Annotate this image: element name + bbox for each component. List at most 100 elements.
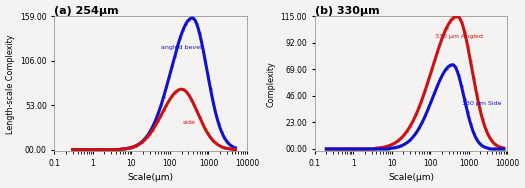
Point <box>77 148 85 151</box>
Point <box>116 148 124 151</box>
Point <box>113 148 121 151</box>
Point <box>179 88 187 91</box>
Point <box>499 147 508 150</box>
Point <box>343 147 352 150</box>
Point <box>415 126 424 129</box>
Point <box>349 147 358 150</box>
Point <box>430 60 439 63</box>
Point <box>82 148 91 151</box>
Point <box>352 147 361 150</box>
Point <box>129 145 138 148</box>
Point <box>322 147 331 150</box>
Point <box>149 128 157 131</box>
Point <box>104 148 113 151</box>
Point <box>485 134 493 137</box>
Point <box>346 147 354 150</box>
Point <box>206 88 215 91</box>
Y-axis label: Length-scale Complexity: Length-scale Complexity <box>6 34 15 133</box>
Point <box>193 109 201 112</box>
Point <box>485 147 493 150</box>
Point <box>99 148 107 151</box>
Point <box>80 148 88 151</box>
Point <box>487 139 496 142</box>
Point <box>165 99 173 102</box>
Point <box>80 148 88 151</box>
Point <box>334 147 342 150</box>
Point <box>171 55 179 58</box>
Point <box>93 148 102 151</box>
Point <box>162 104 171 107</box>
Text: side: side <box>183 121 196 125</box>
Point <box>88 148 96 151</box>
Point <box>135 143 143 146</box>
Point <box>160 109 168 112</box>
Point <box>487 147 496 150</box>
Point <box>412 112 421 115</box>
Point <box>481 127 490 130</box>
Point <box>118 148 127 151</box>
Point <box>466 60 475 63</box>
Point <box>217 145 226 148</box>
Point <box>367 147 375 150</box>
Point <box>496 147 505 150</box>
Point <box>472 138 481 141</box>
Point <box>71 148 80 151</box>
Text: 330 μm Side: 330 μm Side <box>461 101 501 106</box>
Point <box>140 139 149 142</box>
Point <box>472 92 481 95</box>
Point <box>129 145 138 148</box>
Point <box>74 148 82 151</box>
Point <box>406 138 415 141</box>
Point <box>388 146 396 149</box>
Point <box>93 148 102 151</box>
Point <box>107 148 116 151</box>
Point <box>74 148 82 151</box>
Point <box>91 148 99 151</box>
Text: (a) 254μm: (a) 254μm <box>55 6 119 16</box>
Point <box>337 147 345 150</box>
Point <box>99 148 107 151</box>
Point <box>179 29 187 32</box>
Point <box>454 74 463 77</box>
Point <box>204 73 212 76</box>
Point <box>403 129 412 132</box>
Point <box>367 147 375 150</box>
Point <box>231 146 239 149</box>
X-axis label: Scale(μm): Scale(μm) <box>128 174 174 182</box>
Point <box>231 148 239 151</box>
Point <box>215 123 223 126</box>
Text: (b) 330μm: (b) 330μm <box>314 6 380 16</box>
Point <box>85 148 93 151</box>
Point <box>209 101 217 104</box>
Point <box>496 146 505 149</box>
Point <box>138 141 146 144</box>
Point <box>195 116 204 119</box>
Point <box>460 30 469 33</box>
Point <box>457 20 466 24</box>
Point <box>69 148 77 151</box>
Point <box>184 93 193 96</box>
Point <box>118 148 127 151</box>
Point <box>376 147 385 150</box>
Point <box>110 148 118 151</box>
Point <box>151 119 160 122</box>
Point <box>478 145 487 148</box>
Point <box>162 85 171 88</box>
Point <box>176 36 184 39</box>
Point <box>430 92 439 95</box>
Point <box>373 147 382 150</box>
Text: angled bevel: angled bevel <box>161 45 202 50</box>
Point <box>385 147 394 150</box>
Point <box>165 75 173 78</box>
Point <box>107 148 116 151</box>
Point <box>475 142 484 145</box>
Point <box>116 148 124 151</box>
Point <box>182 23 190 26</box>
Point <box>361 147 370 150</box>
Point <box>220 136 228 139</box>
Point <box>71 148 80 151</box>
Point <box>361 147 370 150</box>
Point <box>452 66 460 69</box>
Point <box>113 148 121 151</box>
Point <box>340 147 349 150</box>
